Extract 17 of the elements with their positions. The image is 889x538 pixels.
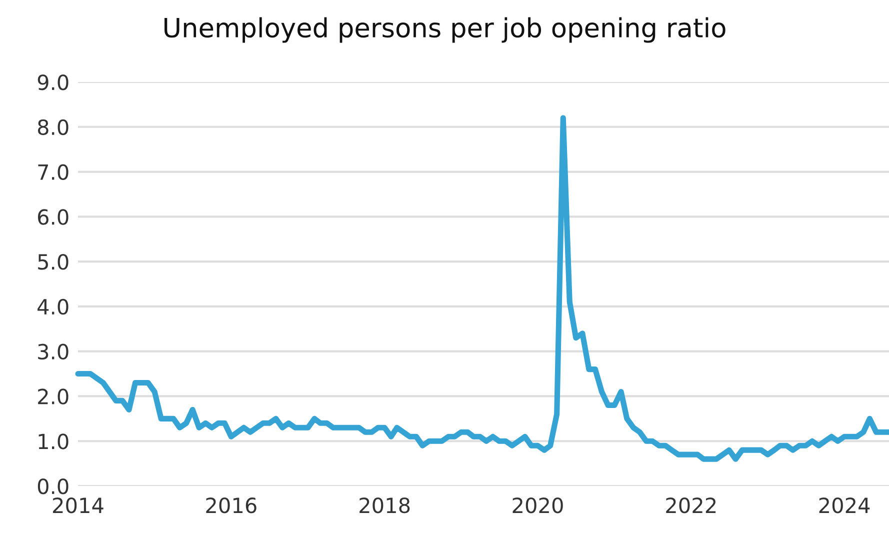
y-tick-label: 0.0 bbox=[38, 478, 68, 494]
x-tick-label: 2014 bbox=[53, 497, 104, 514]
y-tick-label: 6.0 bbox=[38, 209, 68, 225]
x-tick-label: 2018 bbox=[360, 497, 410, 514]
x-tick-label: 2022 bbox=[666, 497, 716, 514]
y-tick-label: 2.0 bbox=[38, 388, 68, 404]
chart-title: Unemployed persons per job opening ratio bbox=[164, 17, 726, 43]
y-tick-label: 1.0 bbox=[38, 434, 68, 450]
x-tick-label: 2024 bbox=[819, 497, 870, 514]
y-tick-label: 9.0 bbox=[38, 74, 68, 90]
y-tick-label: 4.0 bbox=[38, 298, 68, 315]
x-tick-label: 2020 bbox=[512, 497, 563, 514]
y-tick-label: 3.0 bbox=[38, 344, 68, 360]
x-tick-label: 2016 bbox=[206, 497, 256, 514]
y-tick-label: 5.0 bbox=[38, 254, 68, 270]
y-tick-label: 7.0 bbox=[38, 164, 68, 180]
y-tick-label: 8.0 bbox=[38, 119, 68, 136]
